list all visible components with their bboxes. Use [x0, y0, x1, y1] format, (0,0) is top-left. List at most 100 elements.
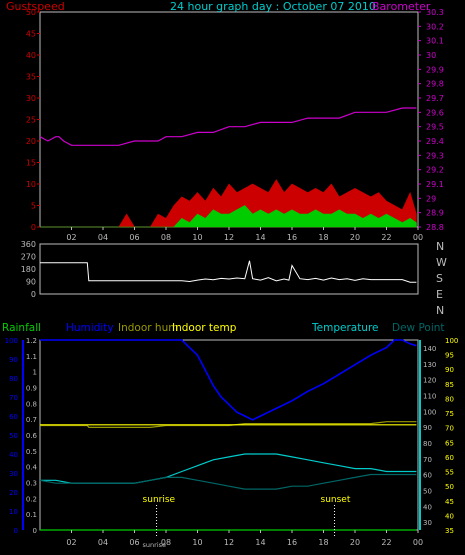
baro-tick-label: 29.1 [426, 180, 444, 189]
sunset-label: sunset [321, 495, 351, 505]
x-tick-label: 16 [287, 233, 297, 242]
sunrise-label: sunrise [143, 495, 176, 505]
temp-tick-label: 60 [423, 472, 432, 480]
x-tick-label: 16 [287, 538, 297, 547]
humidity-tick-label: 60 [9, 413, 18, 421]
humidity-tick-label: 20 [9, 489, 18, 497]
indoor-temp-tick-label: 45 [445, 498, 454, 506]
baro-axis-ticks: 28.8 28.9 29 29.1 29.2 29.3 29.4 29.5 29.6 29.7 29… [418, 8, 444, 232]
indoor-temp-tick-label: 50 [445, 483, 454, 491]
direction-tick-label: 0 [31, 290, 36, 299]
x-tick-label: 04 [98, 233, 108, 242]
baro-tick-label: 29 [426, 194, 436, 203]
rain-tick-label: 0.6 [26, 432, 38, 440]
gust-baro-series [39, 107, 417, 228]
indoor-temp-tick-label: 80 [445, 395, 454, 403]
gust-tick-label: 20 [26, 137, 36, 146]
direction-tick-label: 90 [26, 278, 36, 287]
x-tick-label: 22 [381, 233, 391, 242]
x-tick-label: 18 [318, 233, 328, 242]
x-tick-label: 20 [350, 233, 360, 242]
direction-tick-label: 180 [21, 265, 36, 274]
x-tick-label: 08 [161, 538, 171, 547]
gust-tick-label: 25 [26, 116, 36, 125]
x-tick-label: 02 [66, 538, 76, 547]
baro-tick-label: 29.4 [426, 137, 444, 146]
compass-label: W [436, 256, 447, 269]
x-tick-label: 04 [98, 538, 108, 547]
indoor-temp-tick-label: 100 [445, 337, 458, 345]
x-tick-label: 12 [224, 538, 234, 547]
x-tick-label: 00 [413, 538, 423, 547]
rain-tick-label: 0.7 [26, 416, 37, 424]
gust-tick-label: 40 [26, 51, 36, 60]
baro-tick-label: 30.1 [426, 37, 444, 46]
chart-title: 24 hour graph day : October 07 2010 [170, 0, 376, 13]
dew-point-line [39, 473, 417, 490]
indoor-temp-tick-label: 40 [445, 512, 454, 520]
baro-tick-label: 29.9 [426, 65, 444, 74]
rain-tick-label: 0 [33, 527, 37, 535]
temp-axis-ticks: 30 40 50 60 70 80 90 100 110 120 130 140 [423, 345, 436, 527]
x-tick-label: 18 [318, 538, 328, 547]
temp-tick-label: 140 [423, 345, 436, 353]
temperature-line [40, 453, 417, 484]
rain-tick-label: 0.8 [26, 400, 37, 408]
x-tick-label: 10 [192, 538, 202, 547]
humidity-tick-label: 100 [5, 337, 18, 345]
rain-tick-label: 1 [33, 369, 37, 377]
direction-axis-ticks: 0 90 180 270 360 [21, 240, 36, 299]
humidity-axis-ticks: 0 10 20 30 40 50 60 70 80 90 100 [5, 337, 18, 535]
gust-tick-label: 35 [26, 73, 36, 82]
indoor-temp-axis-ticks: 35 40 45 50 55 60 65 70 75 80 85 90 95 100 [445, 337, 458, 535]
compass-label: N [436, 240, 444, 253]
humidity-tick-label: 70 [9, 394, 18, 402]
humidity-label: Humidity [66, 322, 114, 334]
temp-tick-label: 30 [423, 519, 432, 527]
indoor-temp-tick-label: 75 [445, 410, 454, 418]
x-tick-label: 14 [255, 233, 265, 242]
rain-tick-label: 1.1 [26, 353, 37, 361]
direction-series [40, 260, 417, 283]
compass-label: E [436, 288, 443, 301]
rain-axis-ticks: 0 0.1 0.2 0.3 0.4 0.5 0.6 0.7 0.8 0.9 1 1.1 1.2 [26, 337, 38, 535]
indoor-temp-tick-label: 35 [445, 527, 454, 535]
baro-tick-label: 29.7 [426, 94, 444, 103]
humidity-tick-label: 10 [9, 508, 18, 516]
baro-tick-label: 28.9 [426, 209, 444, 218]
gust-tick-label: 0 [31, 223, 36, 232]
indoor-temp-tick-label: 55 [445, 469, 454, 477]
baro-tick-label: 28.8 [426, 223, 444, 232]
baro-tick-label: 29.8 [426, 80, 444, 89]
humidity-tick-label: 50 [9, 432, 18, 440]
gust-tick-label: 50 [26, 8, 36, 17]
humidity-tick-label: 30 [9, 470, 18, 478]
humidity-tick-label: 0 [14, 527, 18, 535]
temp-tick-label: 110 [423, 392, 436, 400]
rain-tick-label: 0.5 [26, 448, 37, 456]
rainfall-label: Rainfall [2, 322, 41, 334]
panel1-x-ticks: 02 04 06 08 10 12 14 16 18 20 22 00 [66, 227, 423, 242]
temp-tick-label: 90 [423, 424, 432, 432]
windspeed-area [40, 205, 417, 228]
x-tick-label: 20 [350, 538, 360, 547]
dew-point-label: Dew Point [392, 322, 445, 334]
humidity-temp-series [39, 339, 417, 531]
humidity-temp-plot-frame [39, 339, 419, 531]
wind-direction-plot-frame [39, 243, 419, 295]
compass-label: N [436, 304, 444, 317]
baro-tick-label: 29.2 [426, 166, 444, 175]
temperature-label: Temperature [311, 322, 379, 334]
indoor-temp-tick-label: 60 [445, 454, 454, 462]
baro-tick-label: 29.5 [426, 123, 444, 132]
baro-tick-label: 30.2 [426, 22, 444, 31]
indoor-hum-line [40, 421, 417, 428]
rain-tick-label: 0.4 [26, 464, 38, 472]
baro-tick-label: 30 [426, 51, 436, 60]
x-tick-label: 12 [224, 233, 234, 242]
temp-tick-label: 120 [423, 377, 436, 385]
rain-tick-label: 0.1 [26, 511, 37, 519]
temp-tick-label: 130 [423, 361, 436, 369]
